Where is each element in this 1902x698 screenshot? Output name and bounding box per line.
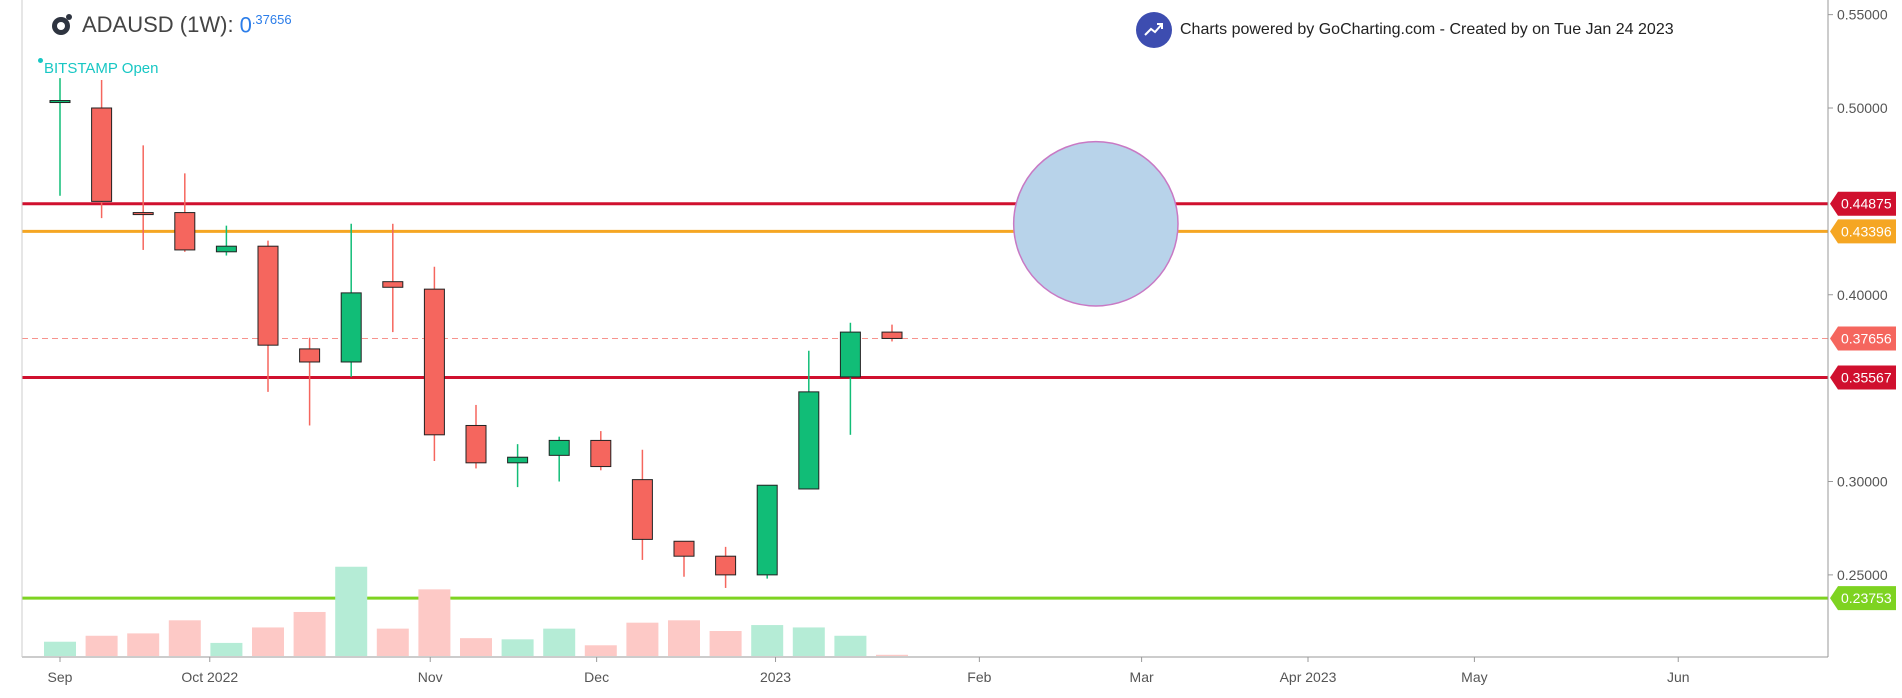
price-tick-label: 0.40000 [1837,287,1888,303]
time-tick-label: Jun [1667,669,1690,685]
levels-layer [22,202,1828,600]
level-badge [1830,586,1896,611]
price-tick-label: 0.30000 [1837,474,1888,490]
candle-body [715,555,737,576]
time-tick-label: Apr 2023 [1280,669,1337,685]
volume-bar [668,620,700,656]
price-tick-label: 0.25000 [1837,567,1888,583]
gear-crypto-icon [52,14,72,35]
level-badge [1830,191,1896,216]
volume-bar [834,635,867,656]
volume-bar [792,627,825,656]
volume-bar [210,642,243,656]
candle-body [673,540,695,557]
candle-body [257,245,279,346]
time-axis[interactable]: Sep Oct 2022 Nov Dec 2023 Feb Mar Apr 2023 May Ju… [21,0,1828,685]
price-tick-label: 0.55000 [1837,7,1888,23]
time-tick-label: 2023 [760,669,791,685]
volume-bar [876,654,908,656]
volume-bar [376,628,409,656]
level-badge-label: 0.23753 [1841,590,1892,606]
highlight-circle [1012,140,1179,307]
volume-bar [44,641,76,656]
candle-body [91,107,113,202]
candle-body [631,479,653,540]
volume-bar [168,620,201,656]
candle-body [881,331,903,339]
level-badge-label: 0.43396 [1841,223,1892,239]
powered-by[interactable]: Charts powered by GoCharting.com - Creat… [1136,12,1674,48]
volume-bars [44,566,908,656]
volume-bar [709,631,742,656]
candle-body [299,348,321,363]
volume-bar [418,589,451,656]
candle-body [423,288,445,436]
candle-body [590,439,612,468]
powered-text: Charts powered by GoCharting.com - Creat… [1180,21,1674,38]
candle-body [215,245,237,253]
last-price: 0.37656 [239,12,292,38]
source-label: BITSTAMP Open [44,60,159,77]
candle-body [798,391,820,490]
time-tick-label: Mar [1130,669,1154,685]
candle-body [340,292,362,363]
volume-bar [293,611,326,656]
level-badge [1830,219,1896,244]
volume-bar [584,645,617,656]
candle-body [49,100,71,104]
level-badge [1830,365,1896,390]
volume-bar [543,628,576,656]
time-tick-label: Sep [48,669,73,685]
candle-body [132,212,154,216]
candle-body [756,484,778,576]
level-badge-label: 0.35567 [1841,370,1892,386]
level-badge-label: 0.37656 [1841,331,1892,347]
candle-body [548,439,570,456]
level-badge [1830,326,1896,351]
symbol-label: ADAUSD (1W): [82,12,234,38]
time-tick-label: May [1461,669,1487,685]
time-tick-label: Oct 2022 [181,669,238,685]
volume-bar [751,625,784,656]
time-tick-label: Nov [418,669,443,685]
candle-body [507,456,529,464]
time-tick-label: Feb [967,669,991,685]
volume-bar [501,639,534,656]
chart-header: ADAUSD (1W): 0.37656 [82,12,292,38]
level-badges: 0.44875 0.43396 0.37656 0.35567 0.23753 [1830,191,1896,611]
volume-bar [127,633,160,656]
candle-body [174,212,196,251]
volume-bar [335,566,368,656]
candle-body [465,424,487,464]
volume-bar [85,635,118,656]
price-axis[interactable]: 0.55000 0.50000 0.40000 0.30000 0.25000 [1827,0,1888,657]
candle-body [382,281,404,288]
volume-bar [460,638,492,656]
level-badge-label: 0.44875 [1841,196,1892,212]
source-dot [38,58,43,63]
annotations [1012,140,1179,307]
price-tick-label: 0.50000 [1837,100,1888,116]
candles [49,78,903,588]
volume-bar [626,622,659,656]
volume-bar [252,627,284,656]
trend-up-icon [1136,12,1172,48]
time-tick-label: Dec [584,669,609,685]
candle-body [839,331,861,378]
